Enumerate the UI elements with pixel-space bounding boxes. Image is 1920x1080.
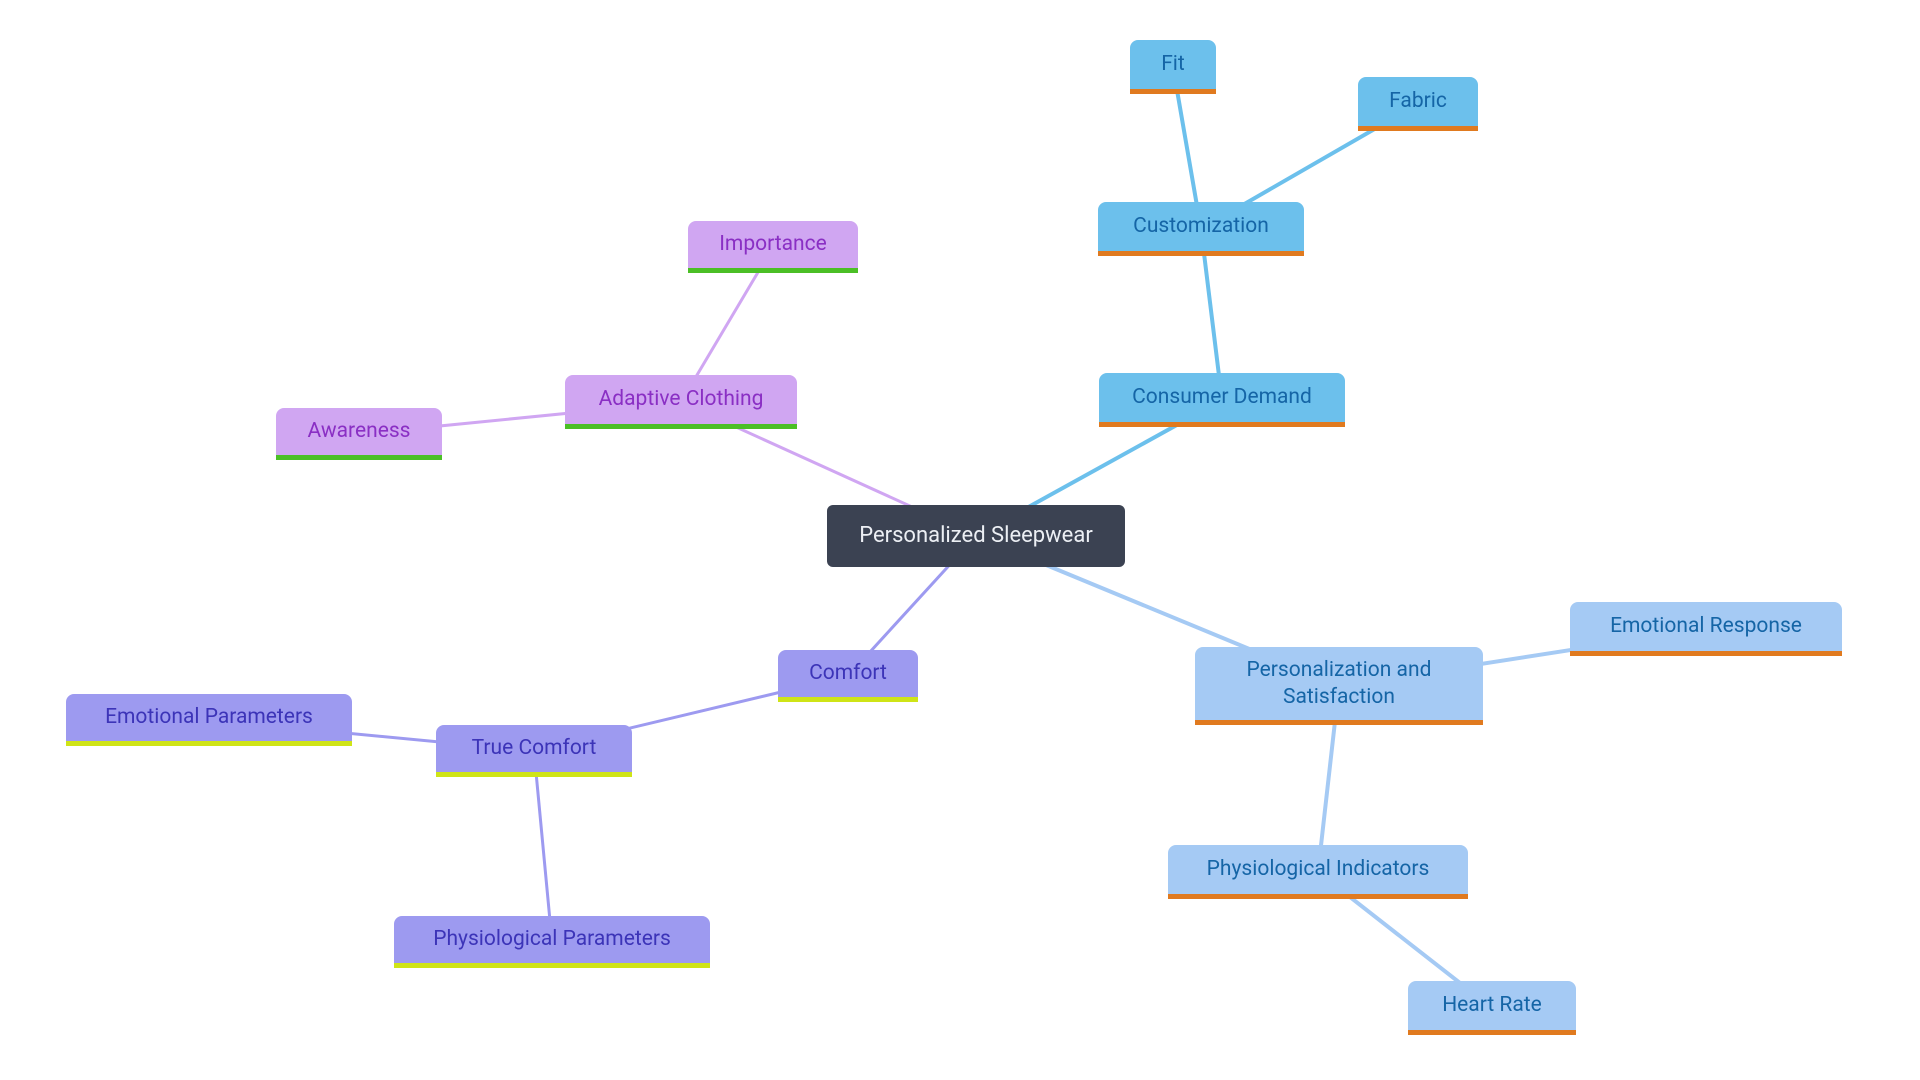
node-comfort: Comfort <box>778 650 918 702</box>
node-fit: Fit <box>1130 40 1216 94</box>
node-personalization: Personalization and Satisfaction <box>1195 647 1483 725</box>
node-root: Personalized Sleepwear <box>827 505 1125 567</box>
node-fabric: Fabric <box>1358 77 1478 131</box>
edge-truecomfort-physparam <box>534 751 552 942</box>
node-heartrate: Heart Rate <box>1408 981 1576 1035</box>
node-emoparam: Emotional Parameters <box>66 694 352 746</box>
node-truecomfort: True Comfort <box>436 725 632 777</box>
node-physind: Physiological Indicators <box>1168 845 1468 899</box>
node-consumer: Consumer Demand <box>1099 373 1345 427</box>
node-importance: Importance <box>688 221 858 273</box>
node-physparam: Physiological Parameters <box>394 916 710 968</box>
node-emoresp: Emotional Response <box>1570 602 1842 656</box>
node-adaptive: Adaptive Clothing <box>565 375 797 429</box>
node-awareness: Awareness <box>276 408 442 460</box>
node-custom: Customization <box>1098 202 1304 256</box>
